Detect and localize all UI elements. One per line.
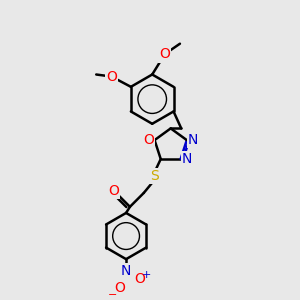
- Text: O: O: [108, 184, 119, 198]
- Text: S: S: [150, 169, 159, 183]
- Text: O: O: [134, 272, 146, 286]
- Text: O: O: [143, 133, 154, 147]
- Text: O: O: [106, 70, 117, 84]
- Text: N: N: [188, 133, 198, 147]
- Text: N: N: [182, 152, 192, 166]
- Text: N: N: [121, 265, 131, 278]
- Text: −: −: [108, 290, 118, 300]
- Text: O: O: [159, 47, 170, 61]
- Text: +: +: [141, 270, 151, 280]
- Text: O: O: [115, 281, 125, 296]
